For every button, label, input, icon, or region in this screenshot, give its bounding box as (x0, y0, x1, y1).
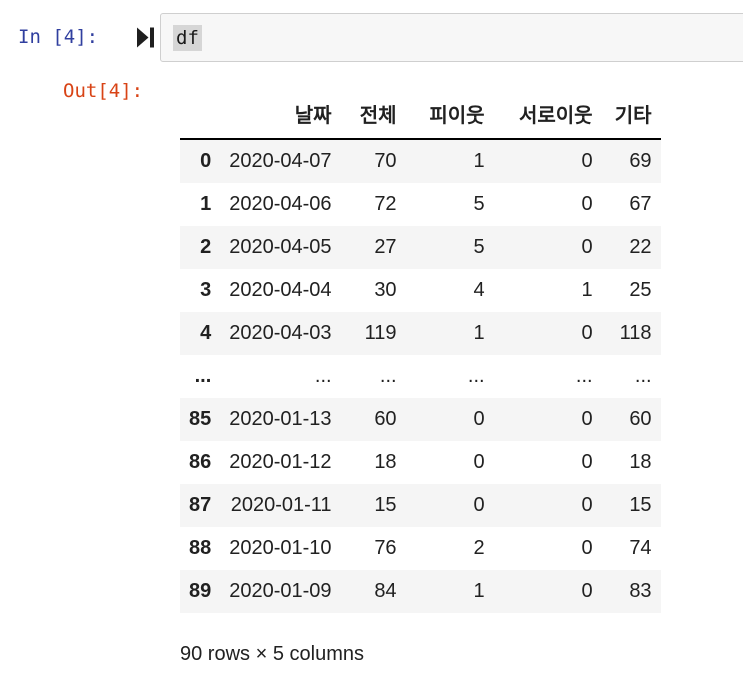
table-row: 4 2020-04-03 119 1 0 118 (180, 312, 661, 355)
table-cell: 4 (473, 279, 485, 301)
dataframe-body: 0 2020-04-07 70 1 0 69 1 2020-04-06 72 5 0 67 2 2020-… (180, 139, 661, 613)
table-cell: 1 (473, 580, 485, 602)
row-index: 0 (200, 150, 212, 172)
dataframe-table: 날짜 전체 피이웃 서로이웃 기타 0 2020-04-07 70 1 0 69 1 2020-04-… (180, 95, 661, 613)
column-header: 기타 (601, 95, 661, 140)
row-index: 88 (189, 537, 212, 559)
table-row: 1 2020-04-06 72 5 0 67 (180, 183, 661, 226)
table-cell: 0 (473, 408, 485, 430)
table-header-row: 날짜 전체 피이웃 서로이웃 기타 (180, 95, 661, 140)
dataframe-head: 날짜 전체 피이웃 서로이웃 기타 (180, 95, 661, 140)
table-cell: 0 (581, 580, 593, 602)
table-cell: 70 (374, 150, 397, 172)
table-cell: 72 (374, 193, 397, 215)
table-row: 86 2020-01-12 18 0 0 18 (180, 441, 661, 484)
row-index: 85 (189, 408, 212, 430)
table-cell: 2020-04-07 (229, 150, 332, 172)
table-cell: 5 (473, 193, 485, 215)
column-header: 날짜 (220, 95, 341, 140)
row-index: 87 (189, 494, 212, 516)
dataframe-summary: 90 rows × 5 columns (180, 643, 364, 665)
table-cell: 0 (581, 451, 593, 473)
table-cell: 67 (629, 193, 652, 215)
table-cell: 0 (581, 537, 593, 559)
table-cell: 22 (629, 236, 652, 258)
table-cell: 2020-04-03 (229, 322, 332, 344)
table-cell: 118 (619, 322, 652, 344)
table-cell: 18 (374, 451, 397, 473)
table-cell: 0 (581, 494, 593, 516)
table-cell: 15 (629, 494, 652, 516)
table-cell: 60 (629, 408, 652, 430)
table-row: 3 2020-04-04 30 4 1 25 (180, 269, 661, 312)
table-cell: 18 (629, 451, 652, 473)
table-cell: 84 (374, 580, 397, 602)
output-area: 날짜 전체 피이웃 서로이웃 기타 0 2020-04-07 70 1 0 69 1 2020-04-… (180, 95, 661, 666)
table-row: 87 2020-01-11 15 0 0 15 (180, 484, 661, 527)
table-cell: 25 (629, 279, 652, 301)
column-header: 피이웃 (405, 95, 494, 140)
table-cell: 1 (473, 150, 485, 172)
table-cell: 69 (629, 150, 652, 172)
output-prompt: Out[4]: (63, 80, 144, 102)
table-cell: 0 (581, 408, 593, 430)
table-cell: 5 (473, 236, 485, 258)
table-cell: 30 (374, 279, 397, 301)
table-cell: 0 (473, 494, 485, 516)
row-index: 1 (200, 193, 212, 215)
table-cell: 83 (629, 580, 652, 602)
table-cell: 0 (473, 451, 485, 473)
table-cell: 2020-01-13 (229, 408, 332, 430)
table-cell: 2020-04-06 (229, 193, 332, 215)
row-index: ... (194, 365, 212, 387)
table-row: .................. (180, 355, 661, 398)
table-cell: 2 (473, 537, 485, 559)
table-cell: ... (634, 365, 652, 387)
table-cell: 2020-01-10 (229, 537, 332, 559)
table-cell: 2020-04-04 (229, 279, 332, 301)
table-cell: 1 (473, 322, 485, 344)
table-cell: 0 (581, 193, 593, 215)
row-index: 3 (200, 279, 212, 301)
table-row: 2 2020-04-05 27 5 0 22 (180, 226, 661, 269)
row-index: 89 (189, 580, 212, 602)
table-cell: ... (467, 365, 485, 387)
input-prompt: In [4]: (18, 26, 99, 48)
table-cell: 0 (581, 150, 593, 172)
table-cell: ... (575, 365, 593, 387)
run-to-end-icon-glyph (137, 27, 154, 48)
code-cell-input[interactable]: df (160, 13, 743, 62)
table-cell: 0 (581, 322, 593, 344)
table-cell: ... (379, 365, 397, 387)
column-header: 전체 (340, 95, 406, 140)
table-cell: 2020-01-11 (230, 494, 332, 516)
row-index: 4 (200, 322, 212, 344)
table-cell: 2020-01-12 (229, 451, 332, 473)
row-index: 2 (200, 236, 212, 258)
table-cell: 1 (581, 279, 593, 301)
table-cell: 76 (374, 537, 397, 559)
table-row: 0 2020-04-07 70 1 0 69 (180, 139, 661, 183)
table-cell: 74 (629, 537, 652, 559)
table-row: 89 2020-01-09 84 1 0 83 (180, 570, 661, 613)
table-cell: 2020-01-09 (229, 580, 332, 602)
table-row: 88 2020-01-10 76 2 0 74 (180, 527, 661, 570)
table-row: 85 2020-01-13 60 0 0 60 (180, 398, 661, 441)
table-cell: 27 (374, 236, 397, 258)
column-header: 서로이웃 (493, 95, 602, 140)
table-cell: 15 (374, 494, 397, 516)
row-index: 86 (189, 451, 212, 473)
table-cell: 0 (581, 236, 593, 258)
code-line[interactable]: df (161, 14, 743, 51)
run-to-end-icon[interactable] (137, 27, 155, 48)
table-cell: 2020-04-05 (229, 236, 332, 258)
table-cell: 60 (374, 408, 397, 430)
table-cell: 119 (364, 322, 397, 344)
index-column-header (180, 95, 221, 140)
table-cell: ... (314, 365, 332, 387)
code-text[interactable]: df (173, 25, 202, 51)
